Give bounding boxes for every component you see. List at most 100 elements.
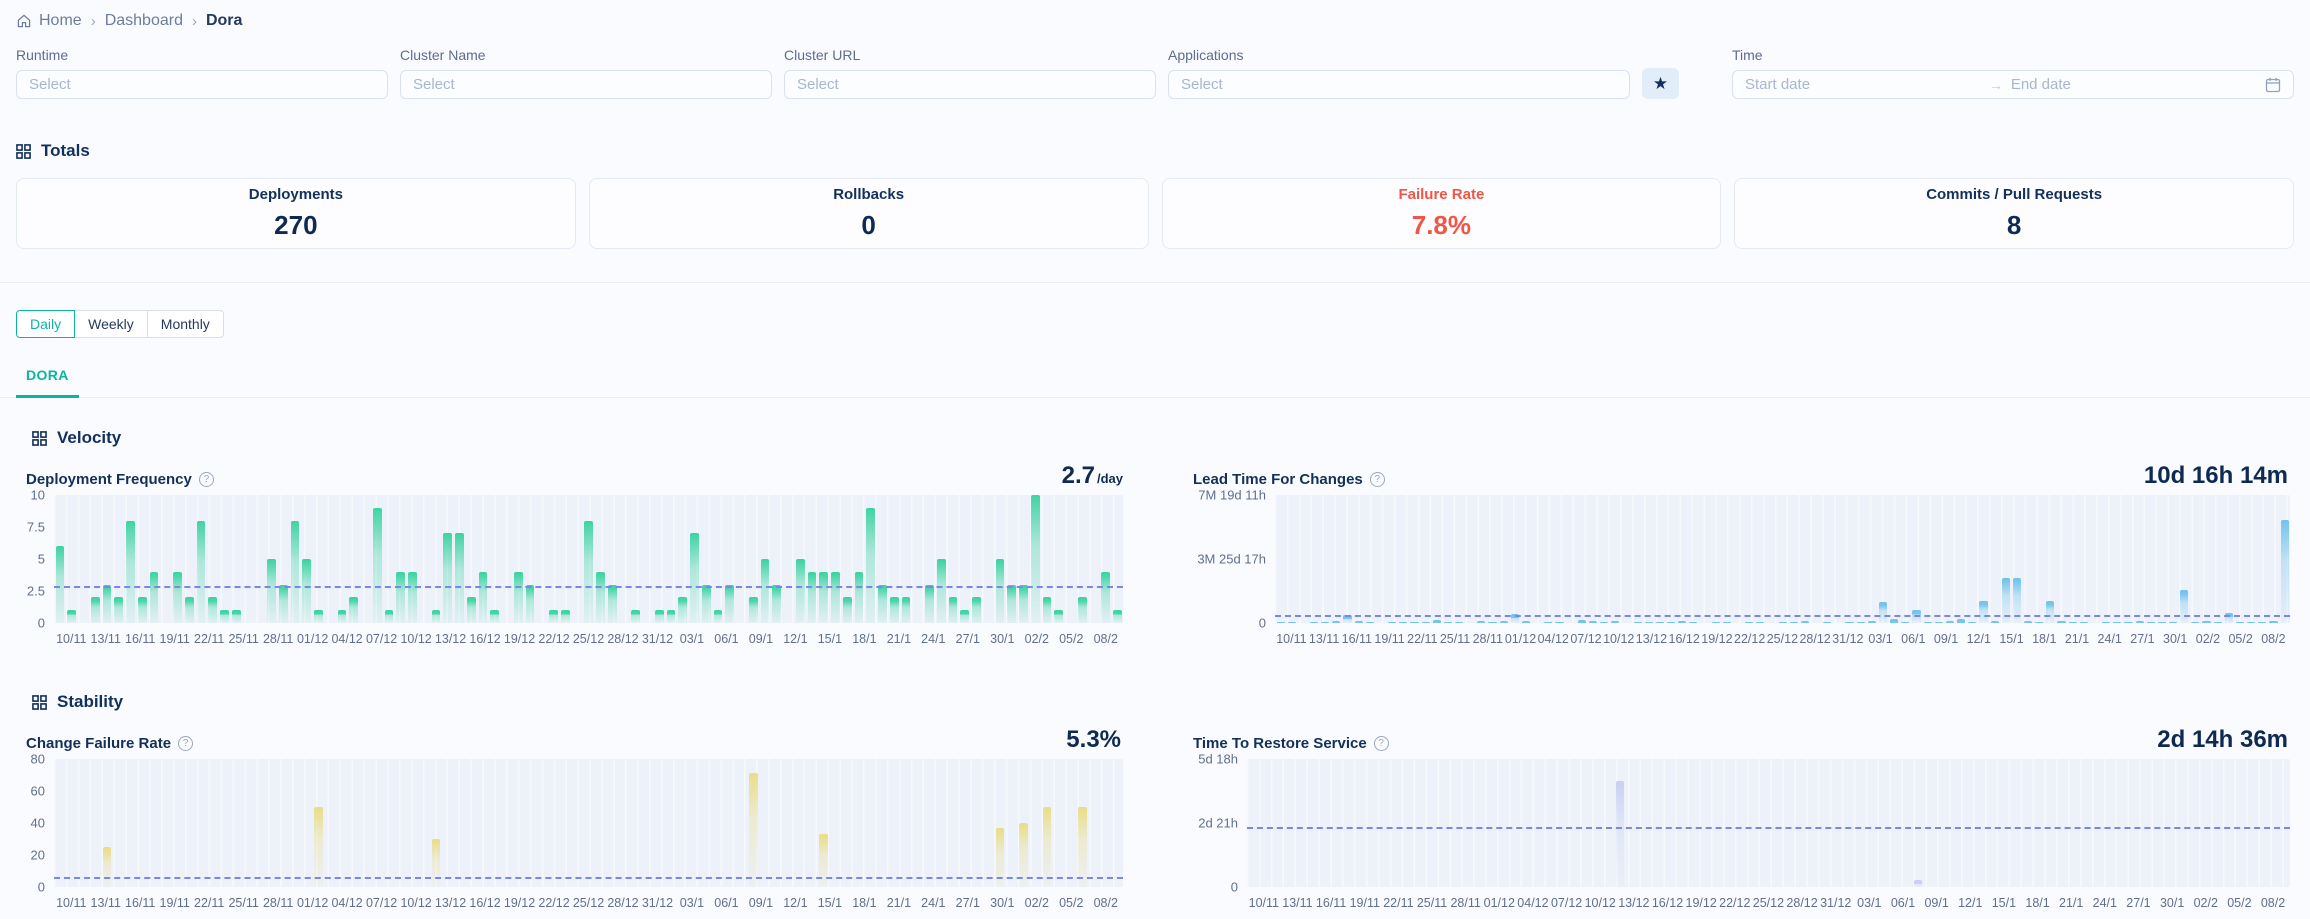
x-tick-label: 28/12 (607, 632, 639, 646)
y-tick-label: 0 (1230, 879, 1238, 895)
favorite-button[interactable]: ★ (1642, 68, 1679, 99)
applications-label: Applications (1168, 47, 1244, 63)
x-tick-label: 10/12 (400, 896, 432, 910)
x-tick-label: 04/12 (331, 632, 363, 646)
bar (1455, 622, 1464, 623)
bar (584, 520, 593, 623)
chart-title: Lead Time For Changes (1193, 471, 1363, 488)
x-tick-label: 12/1 (783, 632, 808, 646)
tab-dora[interactable]: DORA (16, 367, 79, 398)
y-tick-label: 2.5 (26, 583, 45, 599)
x-tick-label: 16/12 (469, 896, 501, 910)
breadcrumb-home[interactable]: Home (39, 12, 82, 29)
plot-area (1247, 759, 2290, 887)
x-tick-label: 19/12 (503, 896, 536, 910)
x-tick-label: 15/1 (817, 896, 843, 910)
bar (184, 597, 194, 623)
x-tick-label: 28/12 (607, 896, 639, 910)
bar (842, 597, 852, 623)
info-icon[interactable]: ? (198, 472, 214, 487)
bar (596, 571, 605, 623)
bar (2068, 622, 2077, 623)
bar (1878, 602, 1888, 623)
applications-select[interactable]: Select (1168, 70, 1630, 99)
y-tick-label: 2d 21h (1198, 815, 1238, 831)
info-icon[interactable]: ? (1373, 736, 1389, 751)
bar (396, 571, 405, 623)
bar (2169, 621, 2178, 623)
bar (1388, 622, 1397, 623)
granularity-daily[interactable]: Daily (16, 310, 76, 338)
filter-cluster-name: Cluster Name Select (400, 47, 772, 99)
bar (408, 571, 417, 623)
x-tick-label: 28/11 (1472, 632, 1503, 646)
x-tick-label: 04/12 (1537, 632, 1569, 646)
x-tick-label: 16/11 (125, 632, 156, 646)
x-axis: 10/11 13/11 16/11 19/11 22/11 25/11 28/11 01/12… (54, 896, 1123, 910)
bar (878, 584, 887, 623)
bar (2046, 600, 2055, 623)
x-tick-label: 16/12 (1651, 896, 1684, 910)
end-date-input[interactable]: End date (2010, 76, 2071, 93)
info-icon[interactable]: ? (178, 736, 194, 751)
bars (54, 759, 1123, 887)
bar (102, 584, 112, 623)
calendar-icon (2265, 77, 2281, 93)
bar (807, 571, 817, 623)
date-range-picker[interactable]: Start date → End date (1732, 70, 2294, 99)
bar (866, 507, 875, 623)
x-tick-label: 13/12 (1635, 632, 1668, 646)
bar (1309, 621, 1319, 623)
x-tick-label: 08/2 (1093, 632, 1118, 646)
card-rollbacks: Rollbacks 0 (588, 178, 1149, 249)
bar (2180, 590, 2189, 623)
bar (1633, 622, 1642, 623)
info-icon[interactable]: ? (1369, 472, 1385, 487)
x-tick-label: 02/2 (1024, 896, 1049, 910)
x-tick-label: 19/12 (503, 632, 536, 646)
bar (290, 520, 300, 623)
runtime-select[interactable]: Select (16, 70, 388, 99)
x-tick-label: 19/11 (1349, 896, 1380, 910)
start-date-input[interactable]: Start date (1745, 76, 1811, 93)
bar (1421, 621, 1430, 623)
bar (654, 610, 664, 623)
bar (2057, 621, 2066, 623)
time-label: Time (1732, 47, 1763, 63)
bar (455, 533, 464, 623)
bar (2235, 622, 2245, 623)
x-tick-label: 01/12 (1483, 896, 1515, 910)
bar (1399, 621, 1408, 623)
bar (2079, 621, 2088, 623)
bar (854, 571, 864, 623)
x-tick-label: 08/2 (2261, 632, 2286, 646)
x-tick-label: 02/2 (2195, 632, 2221, 646)
x-tick-label: 25/12 (572, 896, 605, 910)
granularity-weekly[interactable]: Weekly (74, 310, 148, 338)
bar (302, 559, 311, 623)
cluster-name-select[interactable]: Select (400, 70, 772, 99)
chart-headline-value: 2.7/day (1061, 462, 1123, 489)
bar (208, 597, 217, 623)
x-tick-label: 19/11 (159, 896, 190, 910)
card-commits-pull-requests: Commits / Pull Requests 8 (1734, 178, 2294, 249)
totals-cards: Deployments 270 Rollbacks 0 Failure Rate… (0, 178, 2310, 249)
bars (1275, 495, 2290, 623)
bar (1689, 622, 1698, 623)
card-value: 8 (2006, 210, 2022, 240)
x-tick-label: 19/12 (1685, 896, 1717, 910)
bar (2280, 519, 2289, 623)
x-tick-label: 28/11 (262, 632, 294, 646)
granularity-monthly[interactable]: Monthly (146, 310, 224, 338)
x-tick-label: 13/11 (1308, 632, 1340, 646)
bar (1499, 620, 1508, 623)
x-tick-label: 22/12 (538, 632, 570, 646)
breadcrumb-dashboard[interactable]: Dashboard (104, 12, 183, 29)
x-tick-label: 06/1 (714, 632, 739, 646)
cluster-url-select[interactable]: Select (784, 70, 1156, 99)
x-tick-label: 05/2 (2227, 896, 2252, 910)
bar (972, 597, 981, 623)
bar (1655, 621, 1664, 623)
bar (2202, 621, 2211, 623)
bar (126, 520, 135, 623)
